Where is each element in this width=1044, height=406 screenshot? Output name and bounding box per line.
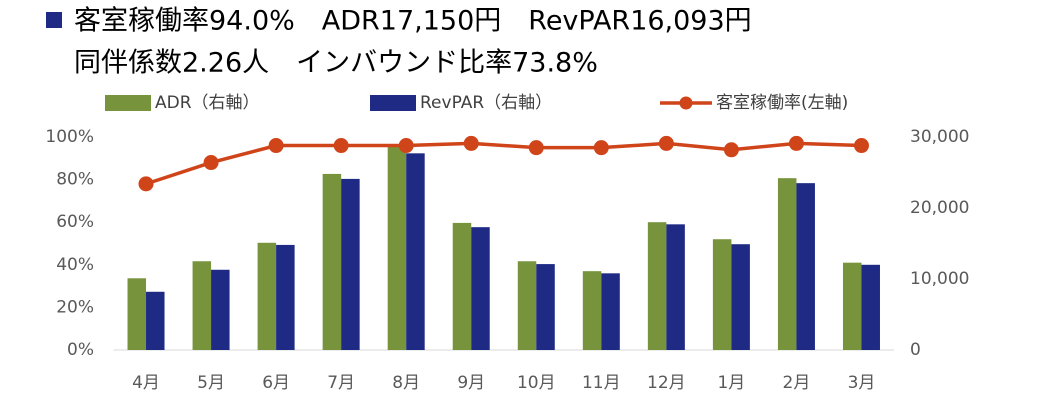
bar (712, 239, 732, 350)
bar (731, 244, 750, 350)
line-marker (268, 138, 284, 154)
bar (322, 173, 342, 350)
bar (842, 262, 862, 350)
bar (536, 264, 555, 350)
legend-swatch (679, 96, 693, 110)
x-tick-label: 9月 (457, 373, 485, 393)
bar (796, 183, 815, 350)
legend-label: 客室稼働率(左軸) (716, 93, 848, 113)
line-marker (723, 142, 739, 158)
y-tick-label: 80% (56, 170, 94, 190)
bar (666, 224, 685, 350)
y2-tick-label: 20,000 (910, 198, 969, 218)
legend-swatch (105, 95, 151, 111)
chart-title: 客室稼働率94.0% ADR17,150円 RevPAR16,093円 (74, 6, 752, 37)
bar (257, 242, 277, 350)
legend-label: ADR（右軸） (155, 93, 260, 113)
y-tick-label: 60% (56, 212, 94, 232)
bar (387, 146, 407, 350)
line-marker (853, 138, 869, 154)
bar (582, 271, 602, 350)
x-tick-label: 11月 (582, 373, 621, 393)
x-tick-label: 5月 (197, 373, 225, 393)
line-marker (788, 135, 804, 151)
line-marker (658, 135, 674, 151)
x-tick-label: 7月 (327, 373, 355, 393)
line-marker (528, 140, 544, 156)
x-tick-label: 6月 (262, 373, 290, 393)
line (145, 141, 862, 186)
y2-tick-label: 10,000 (910, 269, 969, 289)
bar (471, 227, 490, 350)
bar (406, 153, 425, 350)
bar (192, 261, 212, 350)
y2-tick-label: 0 (910, 340, 921, 360)
x-tick-label: 1月 (717, 373, 745, 393)
bar (341, 178, 360, 350)
line-marker (463, 135, 479, 151)
bar (452, 222, 472, 350)
bar (276, 244, 295, 350)
x-tick-label: 12月 (647, 373, 686, 393)
line-marker (203, 155, 219, 171)
x-tick-label: 8月 (392, 373, 420, 393)
y-tick-label: 100% (45, 127, 94, 147)
y-tick-label: 40% (56, 255, 94, 275)
line-marker (593, 140, 609, 156)
y2-tick-label: 30,000 (910, 127, 969, 147)
line-marker (333, 138, 349, 154)
chart-title: 同伴係数2.26人 インバウンド比率73.8% (74, 48, 598, 79)
y-tick-label: 0% (67, 340, 94, 360)
bar (601, 273, 620, 350)
bar (517, 261, 537, 350)
x-tick-label: 4月 (132, 373, 160, 393)
x-tick-label: 3月 (848, 373, 876, 393)
legend-label: RevPAR（右軸） (420, 93, 552, 113)
bar (777, 178, 797, 350)
bar (127, 278, 147, 350)
bar (211, 269, 230, 350)
line-marker (138, 176, 154, 192)
bar (861, 264, 880, 350)
title-marker (46, 12, 62, 28)
y-tick-label: 20% (56, 297, 94, 317)
x-tick-label: 10月 (517, 373, 556, 393)
line-marker (398, 138, 414, 154)
bar (146, 291, 165, 350)
legend-swatch (370, 95, 416, 111)
bar (647, 222, 667, 350)
x-tick-label: 2月 (783, 373, 811, 393)
